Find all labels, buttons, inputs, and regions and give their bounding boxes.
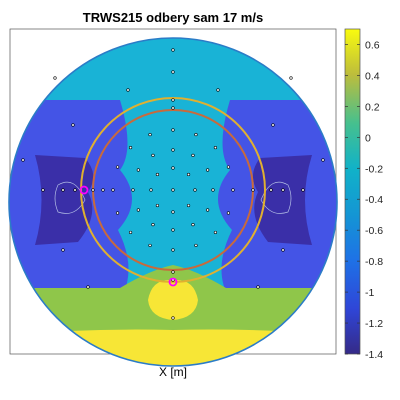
measurement-point	[171, 166, 175, 170]
chart-title: TRWS215 odbery sam 17 m/s	[83, 10, 263, 25]
measurement-point	[151, 223, 155, 227]
region-deepblue-left	[35, 155, 94, 245]
measurement-point	[171, 70, 175, 74]
colorbar-tick-label: -0.8	[365, 256, 383, 268]
measurement-point	[301, 188, 305, 192]
measurement-point	[148, 132, 152, 137]
measurement-point	[321, 158, 325, 162]
colorbar-tick-label: 0.6	[365, 39, 380, 51]
measurement-point	[171, 98, 175, 102]
measurement-point	[186, 203, 191, 208]
measurement-point	[251, 188, 255, 192]
measurement-point	[128, 145, 133, 150]
colorbar-tick-label: -1.2	[365, 318, 383, 330]
measurement-point	[206, 208, 210, 212]
measurement-point	[91, 188, 95, 192]
colorbar	[344, 28, 361, 355]
measurement-point	[211, 188, 215, 192]
region-deepblue-right	[252, 155, 312, 245]
measurement-point	[155, 203, 160, 208]
contour-line-right	[260, 181, 292, 214]
colorbar-tick-label: -1	[365, 287, 374, 299]
measurement-point	[269, 188, 273, 192]
measurement-point	[226, 165, 231, 169]
measurement-point	[186, 172, 191, 177]
measurement-point	[171, 106, 175, 110]
measurement-point	[281, 248, 285, 252]
measurement-point	[151, 153, 155, 157]
measurement-point	[231, 188, 235, 192]
measurement-point	[289, 76, 293, 80]
highlighted-point-bottom	[168, 277, 178, 287]
measurement-point	[171, 210, 175, 214]
colorbar-tick-label: -0.4	[365, 194, 383, 206]
colorbar-tick-label: -0.2	[365, 163, 383, 175]
colorbar-tick-label: -1.4	[365, 349, 383, 361]
measurement-point	[216, 88, 220, 92]
measurement-point	[213, 145, 218, 150]
region-yellow-center	[148, 279, 198, 320]
measurement-point	[71, 123, 75, 127]
domain-boundary	[8, 37, 338, 367]
measurement-point	[206, 168, 210, 172]
contour-line-left	[54, 181, 86, 214]
measurement-point	[191, 153, 195, 157]
colorbar-tick-label: 0.4	[365, 70, 380, 82]
measurement-points	[21, 48, 325, 320]
measurement-point	[281, 188, 285, 192]
measurement-point	[128, 230, 133, 235]
measurement-point	[73, 188, 77, 192]
measurement-point	[171, 148, 175, 152]
measurement-point	[191, 223, 195, 227]
measurement-point	[194, 243, 198, 248]
measurement-point	[171, 248, 175, 252]
measurement-point	[115, 211, 120, 215]
measurement-point	[61, 248, 65, 252]
measurement-point	[213, 230, 218, 235]
measurement-point	[86, 285, 90, 289]
measurement-point	[226, 211, 231, 215]
measurement-point	[61, 188, 65, 192]
contour-fill	[9, 38, 337, 366]
measurement-point	[171, 188, 175, 192]
measurement-point	[256, 285, 260, 289]
measurement-point	[21, 158, 25, 162]
measurement-point	[171, 128, 175, 132]
colorbar-ticks: 0.6 0.4 0.2 0 -0.2 -0.4 -0.6 -0.8 -1 -1.2 -1.4	[345, 39, 383, 361]
colorbar-tick-label: -0.6	[365, 225, 383, 237]
measurement-point	[115, 165, 120, 169]
measurement-point	[271, 123, 275, 127]
measurement-point	[136, 168, 140, 172]
measurement-point	[171, 270, 175, 274]
measurement-point	[193, 188, 197, 192]
measurement-point	[131, 188, 135, 192]
highlighted-point-left	[79, 185, 89, 195]
measurement-point	[149, 188, 153, 192]
measurement-point	[126, 88, 130, 92]
measurement-point	[101, 188, 105, 192]
colorbar-tick-label: 0	[365, 132, 371, 144]
measurement-point	[155, 172, 160, 177]
colorbar-tick-label: 0.2	[365, 101, 380, 113]
measurement-point	[53, 76, 57, 80]
measurement-point	[111, 188, 115, 192]
measurement-point	[136, 208, 140, 212]
measurement-point	[171, 228, 175, 232]
measurement-point	[41, 188, 45, 192]
measurement-point	[171, 316, 175, 320]
measurement-point	[148, 243, 152, 248]
x-axis-label: X [m]	[159, 365, 187, 379]
measurement-point	[194, 132, 198, 137]
measurement-point	[171, 48, 175, 52]
